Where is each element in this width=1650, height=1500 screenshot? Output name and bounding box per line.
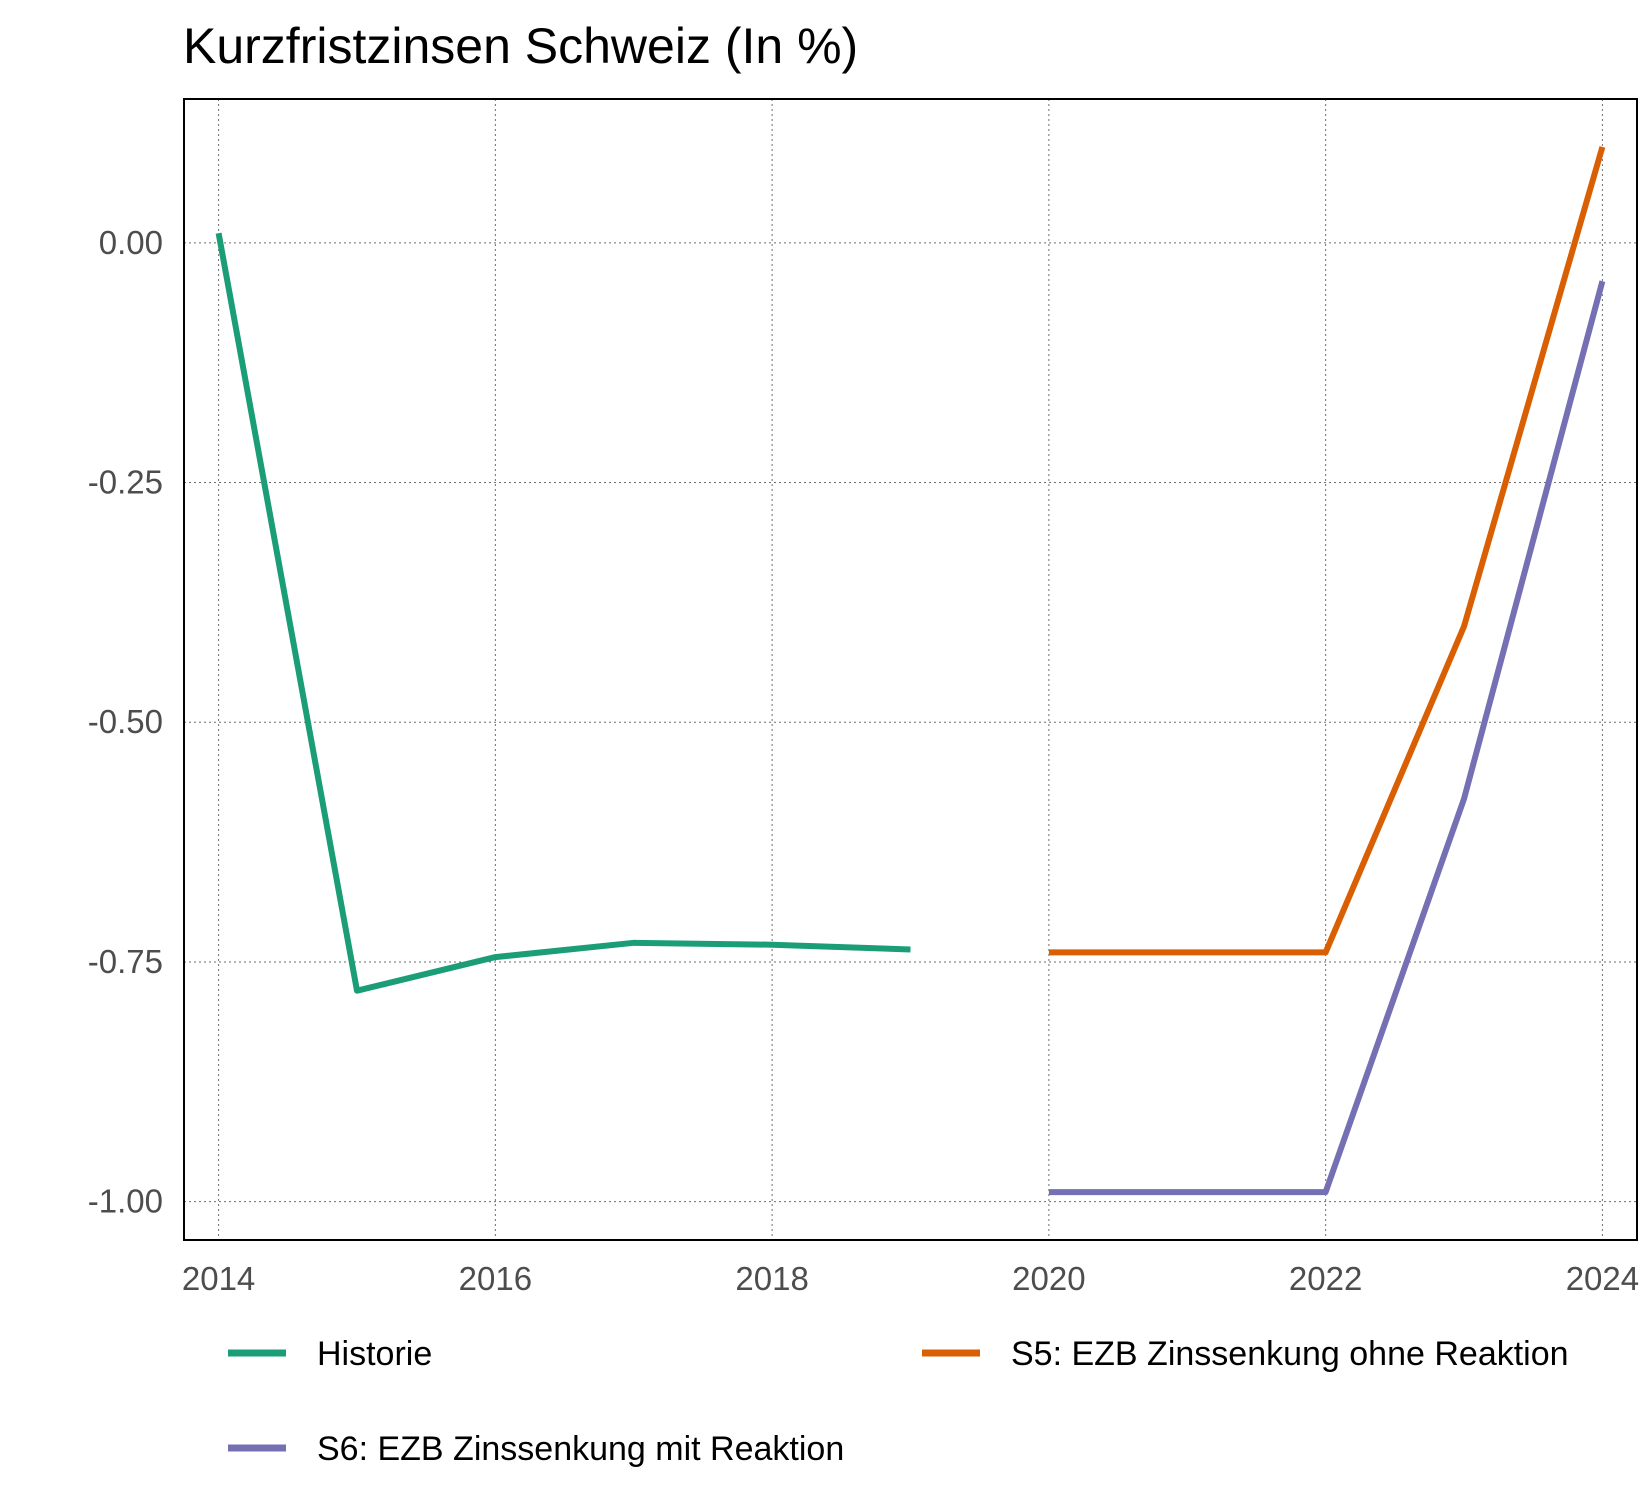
series-lines — [215, 146, 1606, 1196]
x-axis-tick-labels: 2014 2016 2018 2020 2022 2024 — [182, 1260, 1639, 1297]
series-line-s6-ezb-zinssenkung-mit-reaktion — [1048, 280, 1606, 1196]
legend-label: S6: EZB Zinssenkung mit Reaktion — [317, 1430, 844, 1468]
x-tick-label-2014: 2014 — [182, 1260, 255, 1297]
x-tick-label-2024: 2024 — [1566, 1260, 1639, 1297]
y-tick-label-1-00: -1.00 — [88, 1183, 163, 1220]
legend-item-s6-ezb-zinssenkung-mit-reaktion: S6: EZB Zinssenkung mit Reaktion — [228, 1430, 844, 1468]
plot-area-border — [183, 98, 1638, 1241]
y-axis-tick-labels: 0.00 -0.25 -0.50 -0.75 -1.00 — [88, 224, 163, 1220]
y-tick-label-0-75: -0.75 — [88, 943, 163, 980]
series-line-s5-ezb-zinssenkung-ohne-reaktion — [1048, 146, 1606, 956]
x-tick-label-2016: 2016 — [459, 1260, 532, 1297]
legend-label: Historie — [317, 1335, 432, 1373]
x-tick-label-2022: 2022 — [1289, 1260, 1362, 1297]
y-tick-label-0-00: 0.00 — [99, 224, 163, 261]
legend-item-historie: Historie — [228, 1335, 432, 1373]
chart-title: Kurzfristzinsen Schweiz (In %) — [183, 18, 858, 74]
y-tick-label-0-25: -0.25 — [88, 464, 163, 501]
x-tick-label-2020: 2020 — [1012, 1260, 1085, 1297]
legend-label: S5: EZB Zinssenkung ohne Reaktion — [1011, 1335, 1569, 1373]
series-line-historie — [215, 232, 911, 994]
legend: Historie S5: EZB Zinssenkung ohne Reaktio… — [228, 1335, 1569, 1468]
y-tick-label-0-50: -0.50 — [88, 703, 163, 740]
legend-item-s5-ezb-zinssenkung-ohne-reaktion: S5: EZB Zinssenkung ohne Reaktion — [922, 1335, 1569, 1373]
grid-lines — [184, 99, 1637, 1240]
x-tick-label-2018: 2018 — [735, 1260, 808, 1297]
